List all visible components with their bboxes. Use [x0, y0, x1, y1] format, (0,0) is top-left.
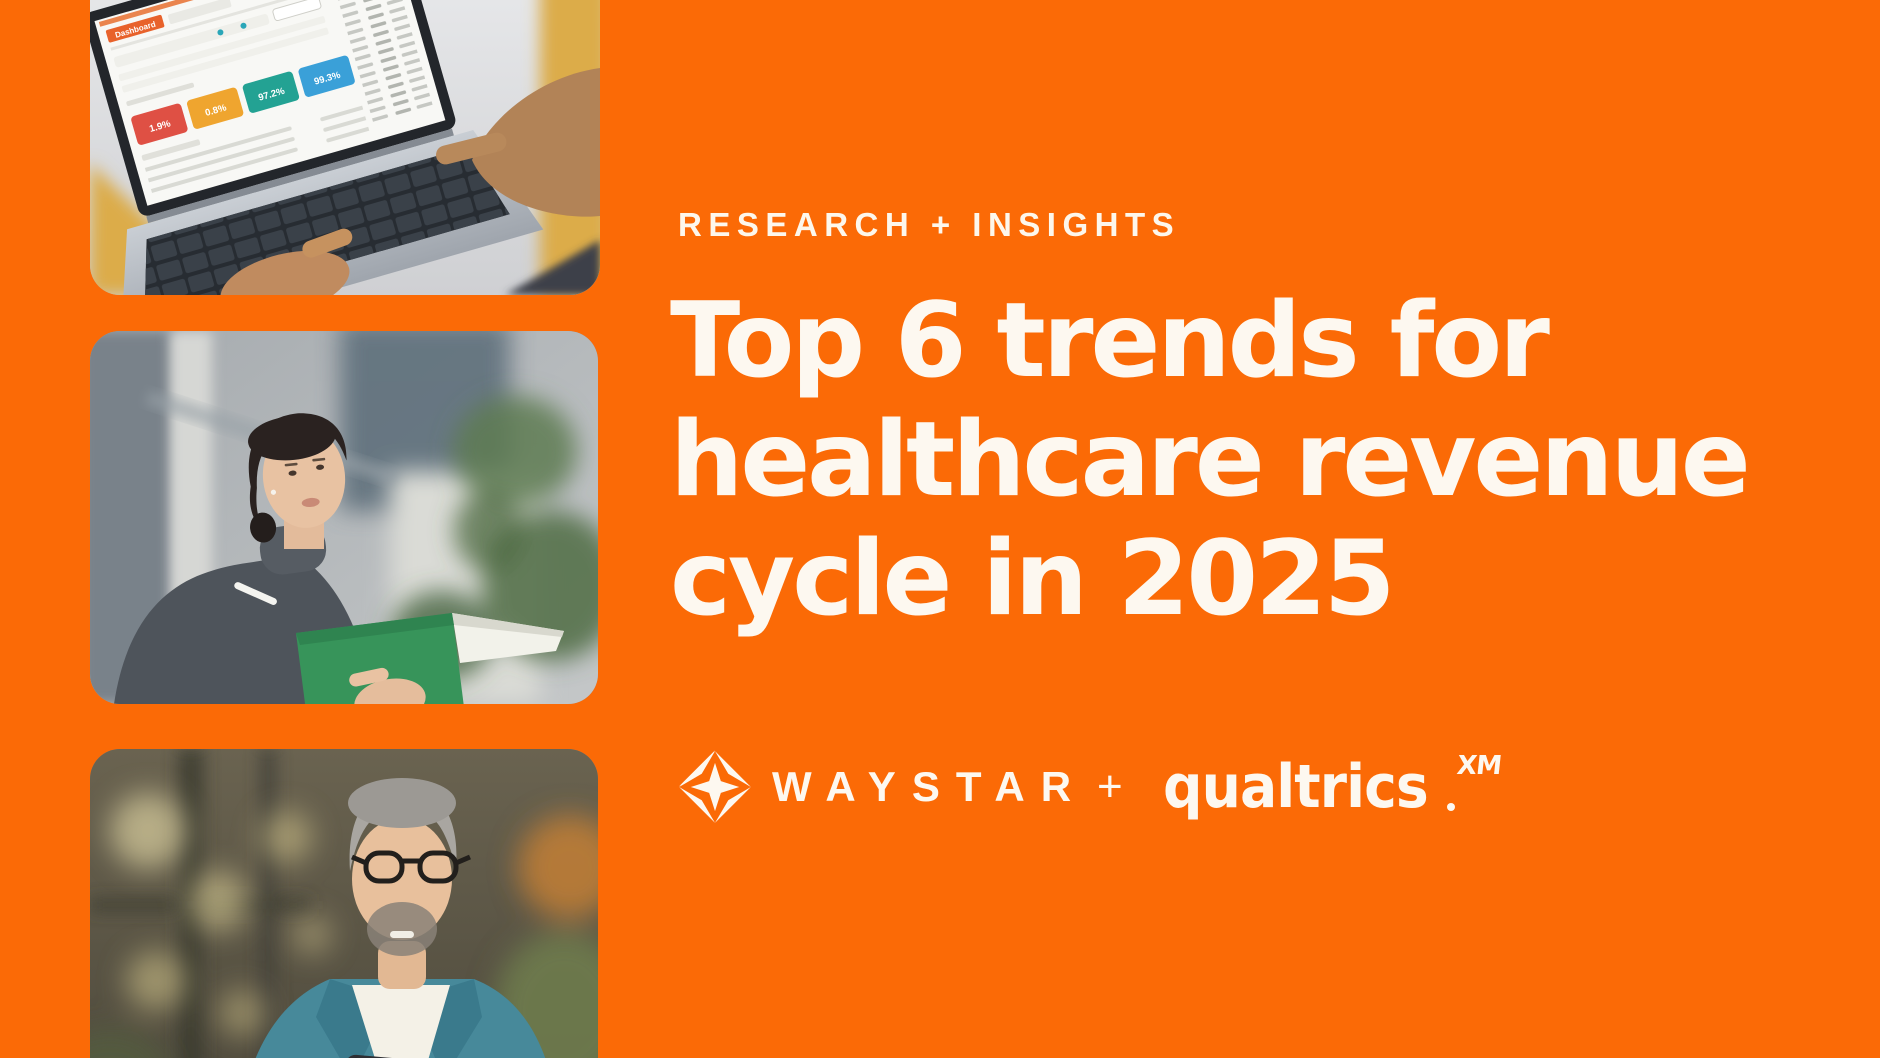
page-title: Top 6 trends for healthcare revenue cycl… [670, 282, 1850, 639]
headline-line-2: healthcare revenue [670, 400, 1751, 520]
left-hand [220, 228, 353, 295]
face [352, 818, 452, 940]
star-center [690, 762, 740, 812]
eyebrow-text: RESEARCH + INSIGHTS [678, 206, 1181, 243]
dashboard-ui: Dashboard 1.9% [98, 0, 434, 196]
smile [390, 931, 414, 938]
plus-separator: + [1097, 762, 1123, 811]
qualtrics-wordmark: qualtrics [1162, 752, 1429, 822]
wedge-nw [679, 750, 715, 787]
right-hand [436, 68, 600, 217]
logo-row: WAYSTAR + qualtrics XM [676, 744, 1502, 830]
man [255, 778, 546, 1058]
qualtrics-xm-superscript: XM [1455, 751, 1503, 781]
green-notebook [296, 613, 564, 704]
qualtrics-logo: qualtrics XM [1162, 751, 1502, 822]
hand [354, 678, 426, 704]
woman [114, 413, 564, 704]
waystar-star-icon [679, 750, 751, 823]
head [248, 413, 347, 543]
shirt [352, 985, 450, 1058]
dashboard-table [332, 0, 434, 125]
headline-line-1: Top 6 trends for [670, 281, 1550, 401]
glasses [351, 850, 471, 884]
headline-line-3: cycle in 2025 [670, 519, 1395, 639]
photo-laptop-dashboard: Dashboard 1.9% [90, 0, 600, 295]
woman-notebook-illustration [90, 331, 598, 704]
man-tablet-illustration [90, 749, 598, 1058]
pen [234, 582, 277, 605]
waystar-logo: WAYSTAR [676, 748, 1087, 826]
jeans [505, 240, 600, 295]
waystar-wordmark: WAYSTAR [772, 763, 1088, 810]
photo-woman-notebook [90, 331, 598, 704]
beard [367, 902, 437, 956]
kpi-tiles: 1.9% 0.8% 97.2% 99.3% [131, 55, 355, 145]
bokeh-lights [90, 793, 598, 1058]
laptop-dashboard-illustration: Dashboard 1.9% [90, 0, 600, 295]
photo-man-tablet [90, 749, 598, 1058]
qualtrics-dot [1446, 803, 1455, 811]
dashboard-active-tab [105, 14, 165, 43]
